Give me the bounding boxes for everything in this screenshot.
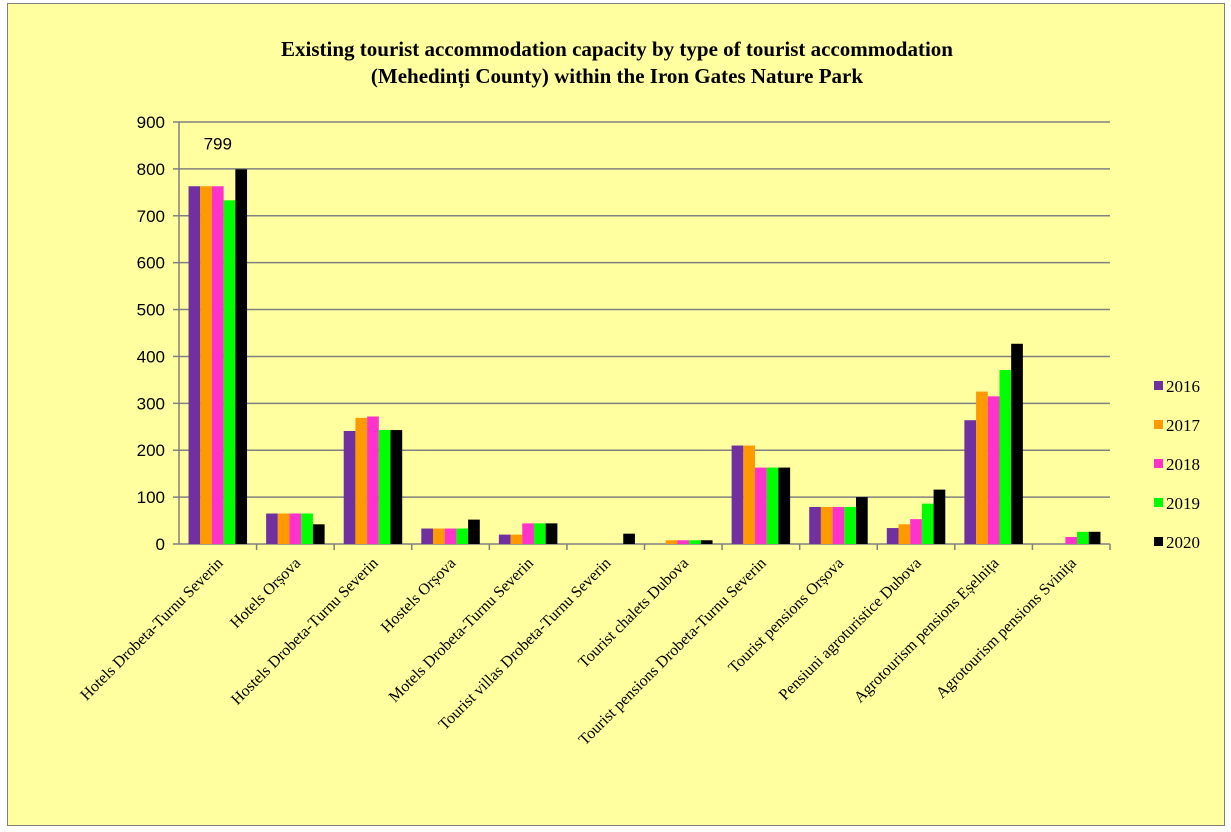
bar-2020 (468, 519, 480, 544)
bar-2020 (390, 430, 403, 544)
bar-2016 (421, 528, 433, 544)
bar-2019 (378, 430, 391, 544)
bar-2020 (623, 533, 635, 544)
y-tick-label: 500 (137, 301, 165, 320)
legend-swatch-2016 (1154, 381, 1163, 390)
bar-2019 (844, 506, 857, 544)
chart-title-line-1: Existing tourist accommodation capacity … (281, 37, 953, 61)
legend-swatch-2018 (1154, 459, 1163, 468)
bar-2019 (456, 528, 469, 544)
grid-layer (179, 121, 1110, 498)
bar-2017 (898, 524, 911, 544)
bar-2017 (510, 534, 523, 544)
x-category-label: Hostels Orșova (378, 555, 459, 636)
x-category-label: Hotels Orșova (227, 555, 304, 632)
axis-layer (173, 121, 1111, 550)
bar-2016 (266, 513, 278, 544)
bar-2018 (910, 519, 922, 544)
bar-2018 (211, 186, 224, 544)
bar-2017 (743, 445, 756, 544)
y-tick-label: 700 (137, 207, 165, 226)
legend-label-2016: 2016 (1166, 377, 1200, 396)
x-category-label: Agrotourism pensions Eșelnița (851, 555, 1003, 707)
bar-2019 (533, 523, 546, 544)
bar-2018 (677, 540, 690, 544)
bar-layer (188, 169, 1101, 544)
bar-2018 (755, 467, 767, 544)
bar-2019 (766, 467, 779, 544)
legend-swatch-2020 (1154, 537, 1163, 546)
bar-2018 (832, 506, 845, 544)
x-category-label: Tourist villas Drobeta-Turnu Severin (436, 555, 615, 734)
legend-swatch-2017 (1154, 420, 1163, 429)
bar-2016 (343, 430, 356, 544)
bar-2016 (886, 528, 899, 544)
bar-2017 (277, 513, 290, 544)
bar-2016 (964, 420, 977, 544)
bar-2017 (820, 506, 833, 544)
bar-2020 (778, 467, 791, 544)
x-category-label: Agrotourism pensions Svinița (933, 555, 1080, 702)
bar-2018 (289, 513, 302, 544)
legend: 2016 2017 2018 2019 2020 (1154, 377, 1201, 552)
bar-2020 (235, 169, 248, 544)
bar-2017 (665, 540, 678, 544)
y-tick-label: 300 (137, 394, 165, 413)
data-label: 799 (204, 134, 232, 153)
chart-title-line-2: (Mehedinți County) within the Iron Gates… (371, 64, 863, 89)
chart-svg: Existing tourist accommodation capacity … (77, 37, 1201, 749)
legend-label-2019: 2019 (1166, 494, 1200, 513)
bar-2020 (312, 524, 325, 544)
bar-2017 (432, 528, 445, 544)
x-category-label: Motels Drobeta-Turnu Severin (386, 555, 537, 706)
bar-2019 (999, 370, 1012, 544)
bar-2019 (301, 513, 313, 544)
legend-label-2017: 2017 (1166, 416, 1201, 435)
y-tick-label: 100 (137, 488, 165, 507)
y-tick-label: 0 (156, 535, 165, 554)
bar-2019 (1077, 531, 1089, 544)
x-category-label: Pensiuni agroturistice Dubova (776, 555, 925, 704)
y-tick-label: 600 (137, 254, 165, 273)
bar-2017 (355, 417, 368, 544)
y-tick-label: 400 (137, 347, 165, 366)
bar-2020 (933, 489, 946, 544)
bar-2020 (545, 523, 558, 544)
bar-2016 (498, 534, 511, 544)
bar-2018 (987, 396, 1000, 544)
bar-2016 (188, 186, 201, 544)
bar-2020 (856, 497, 868, 544)
bar-2018 (1065, 536, 1078, 544)
bar-2019 (223, 200, 236, 544)
bar-2020 (1088, 531, 1101, 544)
bar-2016 (731, 445, 744, 544)
bar-2020 (700, 540, 713, 544)
bar-2020 (1011, 343, 1023, 544)
bar-2016 (809, 506, 821, 544)
legend-swatch-2019 (1154, 498, 1163, 507)
bar-2019 (921, 503, 934, 544)
legend-label-2018: 2018 (1166, 455, 1200, 474)
bar-2019 (689, 540, 701, 544)
bar-2017 (200, 186, 212, 544)
chart-frame: Existing tourist accommodation capacity … (7, 3, 1225, 826)
x-category-label: Hostels Drobeta-Turnu Severin (228, 555, 382, 709)
y-tick-label: 900 (137, 113, 165, 132)
x-category-label: Hotels Drobeta-Turnu Severin (77, 555, 226, 704)
y-tick-label: 200 (137, 441, 165, 460)
y-tick-label: 800 (137, 160, 165, 179)
legend-label-2020: 2020 (1166, 533, 1200, 552)
bar-2017 (976, 391, 988, 544)
bar-2018 (522, 523, 534, 544)
bar-2018 (367, 416, 379, 544)
bar-2018 (444, 528, 457, 544)
